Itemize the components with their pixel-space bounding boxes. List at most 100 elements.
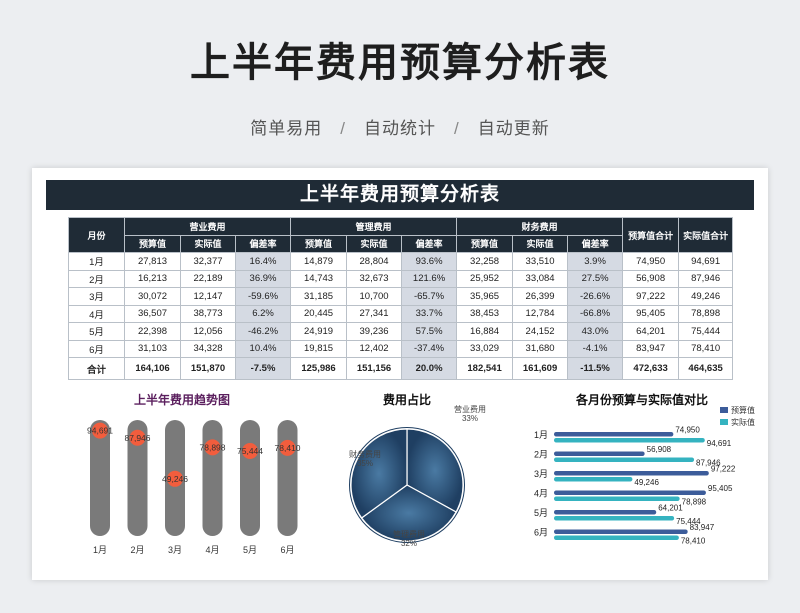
trend-point bbox=[242, 443, 258, 460]
pie-chart-title: 费用占比 bbox=[383, 392, 431, 407]
cell-op-deviation: 36.9% bbox=[234, 269, 292, 288]
cell-fi-deviation: 3.9% bbox=[567, 252, 624, 271]
cell-month: 合计 bbox=[68, 357, 125, 380]
cell-budget-total: 74,950 bbox=[622, 252, 680, 271]
table-total-row: 合计 164,106 151,870 -7.5% 125,986 151,156 20.0%… bbox=[68, 357, 734, 380]
header-budget: 预算值 bbox=[456, 234, 514, 253]
cell-mg-actual: 151,156 bbox=[346, 357, 403, 380]
bar-mark bbox=[554, 438, 705, 443]
subtitle-item-auto-update: 自动更新 bbox=[477, 119, 550, 138]
cell-op-actual: 12,147 bbox=[180, 287, 236, 306]
pie-slice bbox=[350, 428, 408, 519]
page-title: 上半年费用预算分析表 bbox=[190, 41, 610, 85]
cell-budget-total: 95,405 bbox=[622, 304, 680, 323]
cell-budget-total: 472,633 bbox=[622, 357, 680, 380]
cell-fi-deviation: 27.5% bbox=[567, 269, 624, 288]
cell-mg-deviation: -65.7% bbox=[401, 287, 458, 306]
header-budget: 预算值 bbox=[290, 234, 348, 253]
cell-fi-deviation: -4.1% bbox=[567, 339, 624, 358]
trend-x-tick-label: 6月 bbox=[280, 545, 294, 555]
cell-actual-total: 94,691 bbox=[678, 252, 734, 271]
subtitle-separator: / bbox=[340, 119, 346, 138]
pie-slice-label-name: 财务费用 bbox=[349, 449, 381, 459]
bar-y-tick-label: 1月 bbox=[534, 430, 548, 440]
trend-data-label: 78,410 bbox=[275, 443, 301, 453]
trend-x-tick-label: 5月 bbox=[243, 545, 257, 555]
cell-mg-budget: 20,445 bbox=[290, 304, 348, 323]
cell-mg-budget: 24,919 bbox=[290, 322, 348, 341]
cell-mg-actual: 10,700 bbox=[346, 287, 403, 306]
header-budget-total: 预算值合计 bbox=[622, 217, 680, 253]
cell-mg-deviation: 93.6% bbox=[401, 252, 458, 271]
cell-mg-budget: 14,743 bbox=[290, 269, 348, 288]
cell-mg-deviation: 57.5% bbox=[401, 322, 458, 341]
bar-y-tick-label: 3月 bbox=[534, 469, 548, 479]
header-actual: 实际值 bbox=[346, 234, 403, 253]
header-group-operating: 营业费用 bbox=[123, 217, 292, 236]
trend-point bbox=[279, 439, 296, 456]
cell-fi-budget: 38,453 bbox=[456, 304, 514, 323]
cell-op-actual: 38,773 bbox=[180, 304, 236, 323]
bar-y-tick-label: 2月 bbox=[534, 450, 548, 460]
header-group-finance: 财务费用 bbox=[456, 217, 624, 236]
trend-x-tick-label: 4月 bbox=[205, 545, 219, 555]
cell-mg-deviation: 20.0% bbox=[401, 357, 458, 380]
bar-mark bbox=[554, 471, 709, 476]
cell-fi-actual: 12,784 bbox=[512, 304, 569, 323]
bar-mark bbox=[554, 535, 679, 540]
cell-actual-total: 75,444 bbox=[678, 322, 734, 341]
trend-data-label: 87,946 bbox=[125, 433, 151, 443]
bar-legend-swatch bbox=[720, 419, 728, 425]
cell-op-budget: 27,813 bbox=[124, 252, 181, 271]
cell-budget-total: 83,947 bbox=[622, 339, 680, 358]
pie-slice-label-pct: 35% bbox=[357, 459, 373, 468]
cell-op-budget: 31,103 bbox=[124, 339, 181, 358]
bar-y-tick-label: 4月 bbox=[534, 489, 548, 499]
cell-fi-deviation: 43.0% bbox=[567, 322, 624, 341]
cell-mg-budget: 19,815 bbox=[290, 339, 348, 358]
trend-track-bar bbox=[127, 420, 148, 536]
cell-actual-total: 87,946 bbox=[678, 269, 734, 288]
header-deviation: 偏差率 bbox=[234, 234, 292, 253]
bar-y-tick-label: 5月 bbox=[534, 508, 548, 518]
table-row: 3月 30,072 12,147 -59.6% 31,185 10,700 -65.7% 35… bbox=[68, 287, 734, 306]
cell-mg-deviation: 121.6% bbox=[401, 269, 458, 288]
cell-fi-actual: 161,609 bbox=[512, 357, 569, 380]
pie-slice bbox=[360, 484, 457, 542]
cell-fi-deviation: -11.5% bbox=[567, 357, 624, 380]
header-deviation: 偏差率 bbox=[567, 234, 624, 253]
header-actual: 实际值 bbox=[180, 234, 236, 253]
spreadsheet-card: 上半年费用预算分析表 月份 营业费用 管理费用 财务费用 预算值合计 实际值合计… bbox=[32, 168, 768, 580]
bar-chart-title: 各月份预算与实际值对比 bbox=[575, 392, 708, 407]
trend-chart-title: 上半年费用趋势图 bbox=[134, 392, 230, 407]
trend-point bbox=[204, 439, 221, 456]
bar-data-label: 49,246 bbox=[634, 478, 659, 487]
cell-op-actual: 151,870 bbox=[180, 357, 236, 380]
cell-fi-actual: 33,084 bbox=[512, 269, 569, 288]
header-deviation: 偏差率 bbox=[401, 234, 458, 253]
trend-data-label: 49,246 bbox=[162, 474, 188, 484]
pie-outline bbox=[349, 427, 465, 543]
header-budget: 预算值 bbox=[124, 234, 181, 253]
bar-legend-swatch bbox=[720, 407, 728, 413]
bar-mark bbox=[554, 477, 633, 482]
cell-op-deviation: 10.4% bbox=[234, 339, 292, 358]
cell-fi-budget: 182,541 bbox=[456, 357, 514, 380]
pie-slice-label-name: 管理费用 bbox=[393, 529, 425, 539]
pie-slice-label-name: 营业费用 bbox=[454, 404, 486, 414]
bar-data-label: 74,950 bbox=[675, 426, 700, 435]
table-body: 1月 27,813 32,377 16.4% 14,879 28,804 93.6% 32,2… bbox=[68, 252, 734, 380]
bar-mark bbox=[554, 490, 706, 495]
trend-data-label: 94,691 bbox=[87, 426, 113, 436]
cell-op-actual: 32,377 bbox=[180, 252, 236, 271]
bar-data-label: 95,405 bbox=[708, 484, 733, 493]
cell-op-budget: 22,398 bbox=[124, 322, 181, 341]
cell-mg-budget: 31,185 bbox=[290, 287, 348, 306]
page-subtitle: 简单易用 / 自动统计 / 自动更新 bbox=[0, 114, 800, 139]
cell-mg-budget: 125,986 bbox=[290, 357, 348, 380]
cell-month: 3月 bbox=[68, 287, 125, 306]
cell-actual-total: 78,410 bbox=[678, 339, 734, 358]
trend-point bbox=[167, 470, 183, 487]
subtitle-item-auto-stat: 自动统计 bbox=[364, 119, 436, 138]
bar-data-label: 64,201 bbox=[658, 504, 683, 513]
